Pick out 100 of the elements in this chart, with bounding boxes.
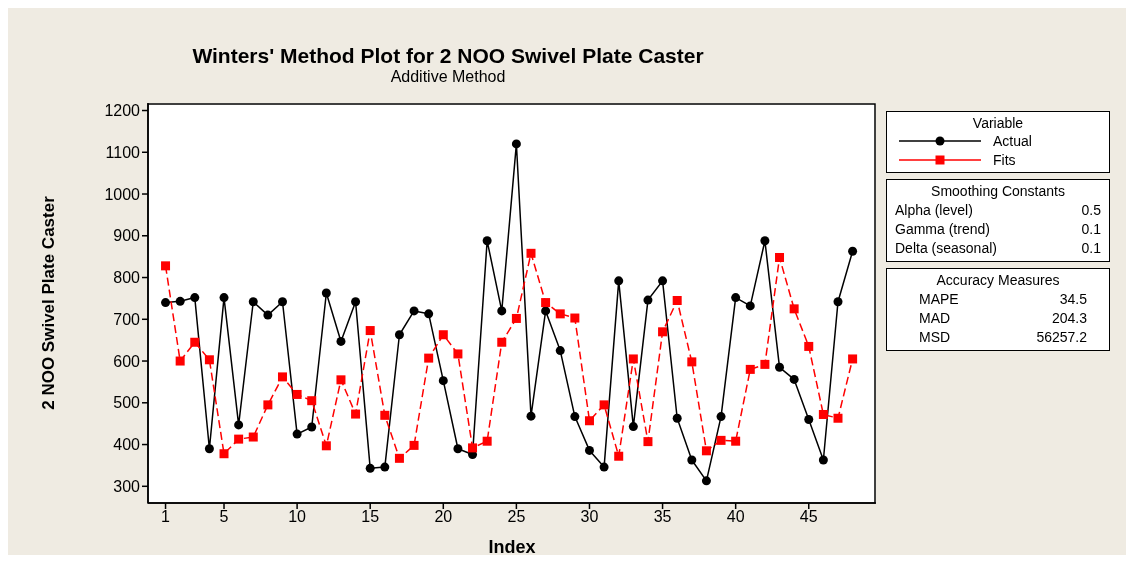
point (789, 304, 799, 314)
text: MSD 56257.2 (919, 329, 1087, 345)
x-tick-label: 15 (361, 508, 380, 526)
point (321, 441, 331, 451)
point (204, 444, 214, 454)
x-tick-label: 45 (799, 508, 818, 526)
point (277, 297, 287, 307)
point (336, 336, 346, 346)
point (628, 354, 638, 364)
point (394, 453, 404, 463)
point (701, 446, 711, 456)
chart-title: Winters' Method Plot for 2 NOO Swivel Plate Caster (191, 44, 705, 68)
point (745, 301, 755, 311)
text: MAD 204.3 (919, 310, 1087, 326)
point (570, 313, 580, 323)
x-tick-label: 20 (434, 508, 453, 526)
point (438, 376, 448, 386)
point (175, 296, 185, 306)
point (818, 455, 828, 465)
point (526, 411, 536, 421)
point (687, 357, 697, 367)
y-tick-label: 800 (113, 269, 141, 287)
point (628, 422, 638, 432)
point (351, 409, 361, 419)
point (351, 297, 361, 307)
point (248, 432, 258, 442)
point (541, 306, 551, 316)
point (365, 463, 375, 473)
point (555, 309, 565, 319)
point (848, 354, 858, 364)
point (833, 413, 843, 423)
point (775, 252, 785, 262)
point (614, 276, 624, 286)
point (701, 476, 711, 486)
point (482, 436, 492, 446)
text: Accuracy Measures (935, 272, 1061, 288)
point (190, 337, 200, 347)
point (541, 298, 551, 308)
point (804, 341, 814, 351)
point (760, 359, 770, 369)
point (307, 422, 317, 432)
point (204, 355, 214, 365)
point (643, 295, 653, 305)
point (380, 410, 390, 420)
point (775, 362, 785, 372)
point (453, 444, 463, 454)
y-tick-label: 300 (113, 477, 141, 495)
legend-title: Variable (971, 115, 1025, 131)
text: Gamma (trend) 0.1 (895, 221, 1101, 237)
point (161, 261, 171, 271)
point (248, 297, 258, 307)
point (511, 313, 521, 323)
point (175, 356, 185, 366)
point (234, 420, 244, 430)
point (687, 455, 697, 465)
point (526, 248, 536, 258)
point (658, 276, 668, 286)
point (716, 435, 726, 445)
point (804, 414, 814, 424)
x-tick-label: 40 (726, 508, 745, 526)
point (424, 309, 434, 319)
point (555, 346, 565, 356)
x-tick-label: 25 (507, 508, 526, 526)
chart-subtitle: Additive Method (389, 68, 507, 86)
y-axis-title: 2 NOO Swivel Plate Caster (39, 195, 59, 410)
point (321, 288, 331, 298)
point (511, 139, 521, 149)
y-tick-label: 1000 (104, 185, 141, 203)
point (848, 246, 858, 256)
y-tick-label: 1200 (104, 102, 141, 120)
point (760, 236, 770, 246)
point (643, 437, 653, 447)
x-tick-label: 5 (219, 508, 229, 526)
point (190, 293, 200, 303)
point (599, 400, 609, 410)
point (263, 310, 273, 320)
point (438, 330, 448, 340)
point (219, 293, 229, 303)
point (818, 409, 828, 419)
y-tick-label: 400 (113, 436, 141, 454)
point (409, 440, 419, 450)
point (497, 337, 507, 347)
point (277, 372, 287, 382)
point (497, 306, 507, 316)
text: Smoothing Constants (930, 183, 1066, 199)
point (584, 416, 594, 426)
text: MAPE 34.5 (919, 291, 1087, 307)
point (307, 396, 317, 406)
text: Alpha (level) 0.5 (895, 202, 1101, 218)
point (365, 326, 375, 336)
point (833, 297, 843, 307)
point (731, 436, 741, 446)
text: Fits (993, 151, 1016, 168)
point (570, 412, 580, 422)
point (292, 429, 302, 439)
text: Actual (993, 132, 1032, 149)
y-tick-label: 900 (113, 227, 141, 245)
x-tick-label: 35 (653, 508, 672, 526)
point (380, 462, 390, 472)
point (409, 306, 419, 316)
